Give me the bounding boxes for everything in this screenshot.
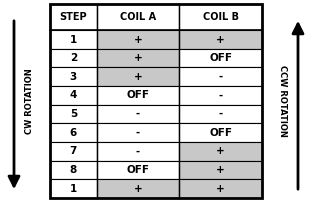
Text: OFF: OFF	[126, 165, 149, 175]
Bar	[50, 49, 97, 67]
Bar	[179, 49, 262, 67]
Text: OFF: OFF	[209, 128, 232, 138]
Text: +: +	[216, 184, 225, 194]
Bar	[179, 4, 262, 30]
Bar	[179, 30, 262, 49]
Text: COIL B: COIL B	[203, 12, 239, 22]
Text: 1: 1	[70, 184, 77, 194]
Bar	[50, 30, 97, 49]
Bar	[50, 123, 97, 142]
Bar	[97, 30, 179, 49]
Text: +: +	[216, 165, 225, 175]
Bar	[50, 4, 97, 30]
Bar	[179, 142, 262, 161]
Bar	[97, 123, 179, 142]
Bar	[179, 161, 262, 179]
Text: +: +	[134, 35, 142, 44]
Bar	[179, 67, 262, 86]
Bar	[97, 105, 179, 123]
Text: 4: 4	[70, 90, 77, 100]
Text: OFF: OFF	[209, 53, 232, 63]
Text: +: +	[216, 146, 225, 156]
Text: +: +	[134, 53, 142, 63]
Text: 2: 2	[70, 53, 77, 63]
Bar	[179, 105, 262, 123]
Bar	[97, 161, 179, 179]
Text: -: -	[136, 128, 140, 138]
Text: +: +	[216, 35, 225, 44]
Bar	[50, 105, 97, 123]
Text: 1: 1	[70, 35, 77, 44]
Text: OFF: OFF	[126, 90, 149, 100]
Bar	[50, 142, 97, 161]
Text: COIL A: COIL A	[120, 12, 156, 22]
Bar	[179, 123, 262, 142]
Bar	[50, 179, 97, 198]
Text: 3: 3	[70, 72, 77, 82]
Bar	[97, 49, 179, 67]
Text: CCW ROTATION: CCW ROTATION	[279, 65, 287, 137]
Text: STEP: STEP	[60, 12, 87, 22]
Text: +: +	[134, 184, 142, 194]
Text: 6: 6	[70, 128, 77, 138]
Text: +: +	[134, 72, 142, 82]
Text: 7: 7	[70, 146, 77, 156]
Bar	[50, 67, 97, 86]
Text: CW ROTATION: CW ROTATION	[26, 68, 35, 134]
Bar	[50, 161, 97, 179]
Text: 8: 8	[70, 165, 77, 175]
Text: -: -	[218, 72, 223, 82]
Text: -: -	[136, 109, 140, 119]
Text: -: -	[218, 90, 223, 100]
Bar	[97, 4, 179, 30]
Bar	[179, 86, 262, 105]
Bar	[50, 86, 97, 105]
Text: -: -	[218, 109, 223, 119]
Bar	[97, 67, 179, 86]
Bar	[97, 142, 179, 161]
Text: -: -	[136, 146, 140, 156]
Bar	[97, 179, 179, 198]
Bar	[179, 179, 262, 198]
Bar	[50, 4, 262, 198]
Bar	[97, 86, 179, 105]
Text: 5: 5	[70, 109, 77, 119]
